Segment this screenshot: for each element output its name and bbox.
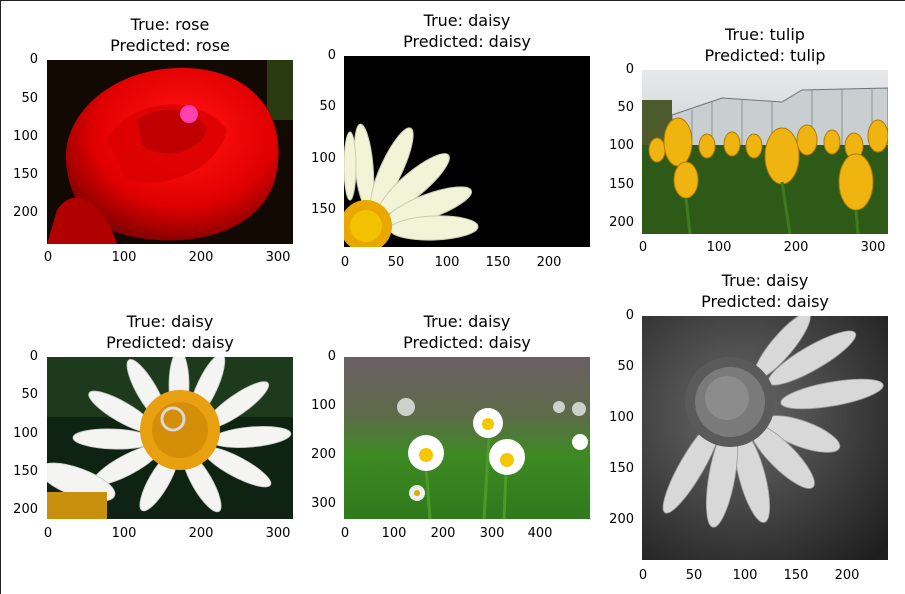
panel-title: True: daisy Predicted: daisy <box>344 311 590 353</box>
ytick-label: 200 <box>600 512 634 527</box>
top-border-line <box>0 0 905 1</box>
panel-title: True: rose Predicted: rose <box>47 14 293 56</box>
xtick-label: 200 <box>529 255 569 270</box>
xtick-label: 300 <box>258 526 298 541</box>
xtick-label: 0 <box>325 255 365 270</box>
image-daisy-ring <box>47 357 293 519</box>
image-daisy-grayscale <box>642 316 888 560</box>
xtick-label: 0 <box>28 526 68 541</box>
xtick-label: 200 <box>181 526 221 541</box>
ytick-label: 200 <box>4 205 38 220</box>
panel-title: True: daisy Predicted: daisy <box>642 270 888 312</box>
ytick-label: 100 <box>600 138 634 153</box>
xtick-label: 0 <box>325 526 365 541</box>
ytick-label: 100 <box>4 426 38 441</box>
ytick-label: 50 <box>600 359 634 374</box>
ytick-label: 200 <box>302 447 336 462</box>
ytick-label: 50 <box>302 99 336 114</box>
image-daisy-black <box>344 56 590 247</box>
ytick-label: 0 <box>302 349 336 364</box>
ytick-label: 100 <box>302 398 336 413</box>
ytick-label: 100 <box>600 410 634 425</box>
ytick-label: 150 <box>600 461 634 476</box>
xtick-label: 50 <box>376 255 416 270</box>
xtick-label: 150 <box>776 568 816 583</box>
xtick-label: 0 <box>623 568 663 583</box>
ytick-label: 200 <box>600 215 634 230</box>
ytick-label: 50 <box>600 100 634 115</box>
xtick-label: 300 <box>853 240 893 255</box>
panel-title: True: tulip Predicted: tulip <box>642 24 888 66</box>
xtick-label: 100 <box>104 526 144 541</box>
image-rose <box>47 60 293 244</box>
xtick-label: 100 <box>104 250 144 265</box>
image-tulips <box>642 70 888 234</box>
xtick-label: 400 <box>520 526 560 541</box>
left-border-line <box>0 0 1 594</box>
xtick-label: 200 <box>423 526 463 541</box>
ytick-label: 0 <box>302 48 336 63</box>
xtick-label: 150 <box>478 255 518 270</box>
xtick-label: 0 <box>28 250 68 265</box>
xtick-label: 0 <box>623 240 663 255</box>
ytick-label: 150 <box>600 177 634 192</box>
ytick-label: 150 <box>302 202 336 217</box>
xtick-label: 300 <box>258 250 298 265</box>
xtick-label: 200 <box>181 250 221 265</box>
xtick-label: 100 <box>427 255 467 270</box>
ytick-label: 0 <box>600 62 634 77</box>
xtick-label: 50 <box>674 568 714 583</box>
ytick-label: 100 <box>4 129 38 144</box>
ytick-label: 150 <box>4 464 38 479</box>
ytick-label: 0 <box>4 349 38 364</box>
ytick-label: 150 <box>4 167 38 182</box>
xtick-label: 300 <box>472 526 512 541</box>
xtick-label: 100 <box>374 526 414 541</box>
ytick-label: 50 <box>4 91 38 106</box>
xtick-label: 100 <box>725 568 765 583</box>
xtick-label: 200 <box>827 568 867 583</box>
image-daisies-meadow <box>344 357 590 519</box>
panel-title: True: daisy Predicted: daisy <box>47 311 293 353</box>
xtick-label: 200 <box>776 240 816 255</box>
ytick-label: 0 <box>600 308 634 323</box>
ytick-label: 200 <box>4 502 38 517</box>
ytick-label: 0 <box>4 52 38 67</box>
ytick-label: 100 <box>302 151 336 166</box>
ytick-label: 50 <box>4 387 38 402</box>
xtick-label: 100 <box>699 240 739 255</box>
ytick-label: 300 <box>302 496 336 511</box>
panel-title: True: daisy Predicted: daisy <box>344 10 590 52</box>
